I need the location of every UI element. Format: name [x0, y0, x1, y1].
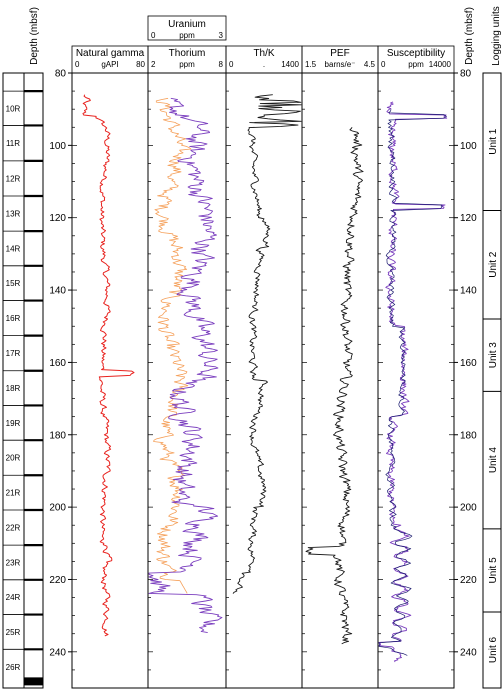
logging-units-frame [482, 72, 502, 689]
track-unit: . [263, 60, 265, 69]
core-recovery-block [24, 677, 43, 686]
depth-tick-label: 220 [460, 575, 477, 586]
susceptibility-curve-b [378, 109, 447, 656]
extra-scale-max: 3 [219, 31, 224, 40]
th-k-curve [232, 94, 302, 594]
logging-units-column: Logging units Unit 1 Unit 2 Unit 3 Unit 4 Un… [482, 6, 502, 689]
depth-tick-label: 180 [460, 430, 477, 441]
track-unit: gAPI [101, 60, 118, 69]
track-range-max: 4.5 [364, 60, 376, 69]
depth-tick-label: 240 [460, 647, 477, 658]
track-range-min: 2 [151, 60, 156, 69]
logging-units-label: Logging units [491, 6, 502, 66]
logging-unit-label: Unit 2 [488, 251, 499, 278]
core-column-frame [2, 72, 44, 689]
depth-tick-label: 80 [460, 69, 472, 80]
track-title: Thorium [169, 48, 206, 59]
core-label: 20R [6, 454, 21, 463]
depth-axis-right: Depth (mbsf) 80 100 120 140 160 180 200 220 240 [453, 7, 477, 688]
track-title: Natural gamma [76, 48, 145, 59]
track-frame [147, 72, 227, 689]
depth-axis-left: Depth (mbsf) 80 100 120 140 160 180 200 220 240 [29, 7, 73, 688]
depth-tick-label: 140 [460, 286, 477, 297]
pef-curve [305, 127, 364, 645]
core-label: 15R [6, 279, 21, 288]
track-unit: barns/e⁻ [325, 60, 356, 69]
depth-axis-left-label: Depth (mbsf) [29, 7, 40, 65]
logging-unit-label: Unit 6 [488, 637, 499, 664]
core-label: 17R [6, 349, 21, 358]
track-title: PEF [330, 48, 349, 59]
depth-tick-label: 180 [49, 430, 66, 441]
core-label: 13R [6, 210, 21, 219]
track-range-max: 8 [219, 60, 224, 69]
depth-tick-label: 220 [49, 575, 66, 586]
extra-scale-box [147, 15, 227, 41]
core-label: 18R [6, 384, 21, 393]
depth-tick-label: 200 [49, 503, 66, 514]
depth-tick-label: 140 [49, 286, 66, 297]
track-range-min: 1.5 [305, 60, 317, 69]
track-range-max: 14000 [429, 60, 452, 69]
track-frame [377, 72, 455, 689]
thorium-curve [148, 97, 223, 634]
depth-tick-label: 160 [49, 358, 66, 369]
depth-axis-right-label: Depth (mbsf) [464, 7, 475, 65]
core-column: 10R 11R 12R 13R 14R 15R 16R 17R 18R 19R 20R 21R 22R 2… [2, 72, 44, 689]
track-range-min: 0 [229, 60, 234, 69]
depth-tick-label: 100 [460, 141, 477, 152]
logging-unit-label: Unit 1 [488, 128, 499, 155]
core-label: 24R [6, 593, 21, 602]
logging-unit-label: Unit 4 [488, 447, 499, 474]
core-label: 10R [6, 104, 21, 113]
susceptibility-curve-a [378, 101, 448, 663]
track-title: Susceptibility [387, 48, 445, 59]
depth-tick-label: 120 [49, 213, 66, 224]
depth-tick-label: 100 [49, 141, 66, 152]
core-label: 14R [6, 244, 21, 253]
core-label: 22R [6, 524, 21, 533]
natural-gamma-curve [82, 94, 135, 637]
core-label: 19R [6, 419, 21, 428]
extra-scale-unit: ppm [179, 31, 195, 40]
track-range-min: 0 [381, 60, 386, 69]
track-unit: ppm [179, 60, 195, 69]
depth-tick-label: 200 [460, 503, 477, 514]
depth-tick-label: 80 [55, 69, 67, 80]
track-bodies [71, 72, 455, 689]
depth-tick-label: 160 [460, 358, 477, 369]
core-label: 16R [6, 314, 21, 323]
track-range-min: 0 [75, 60, 80, 69]
core-label: 23R [6, 558, 21, 567]
core-label: 25R [6, 628, 21, 637]
core-label: 11R [6, 139, 20, 148]
depth-tick-label: 240 [49, 647, 66, 658]
core-label: 12R [6, 174, 21, 183]
core-label: 26R [6, 663, 21, 672]
extra-scale-title: Uranium [168, 19, 206, 30]
logging-unit-label: Unit 5 [488, 557, 499, 584]
logging-unit-label: Unit 3 [488, 342, 499, 369]
track-range-max: 1400 [281, 60, 299, 69]
depth-tick-label: 120 [460, 213, 477, 224]
core-label: 21R [6, 489, 21, 498]
uranium-curve [153, 97, 192, 594]
extra-scale-min: 0 [151, 31, 156, 40]
track-range-max: 80 [136, 60, 145, 69]
track-unit: ppm [408, 60, 424, 69]
track-title: Th/K [253, 48, 274, 59]
